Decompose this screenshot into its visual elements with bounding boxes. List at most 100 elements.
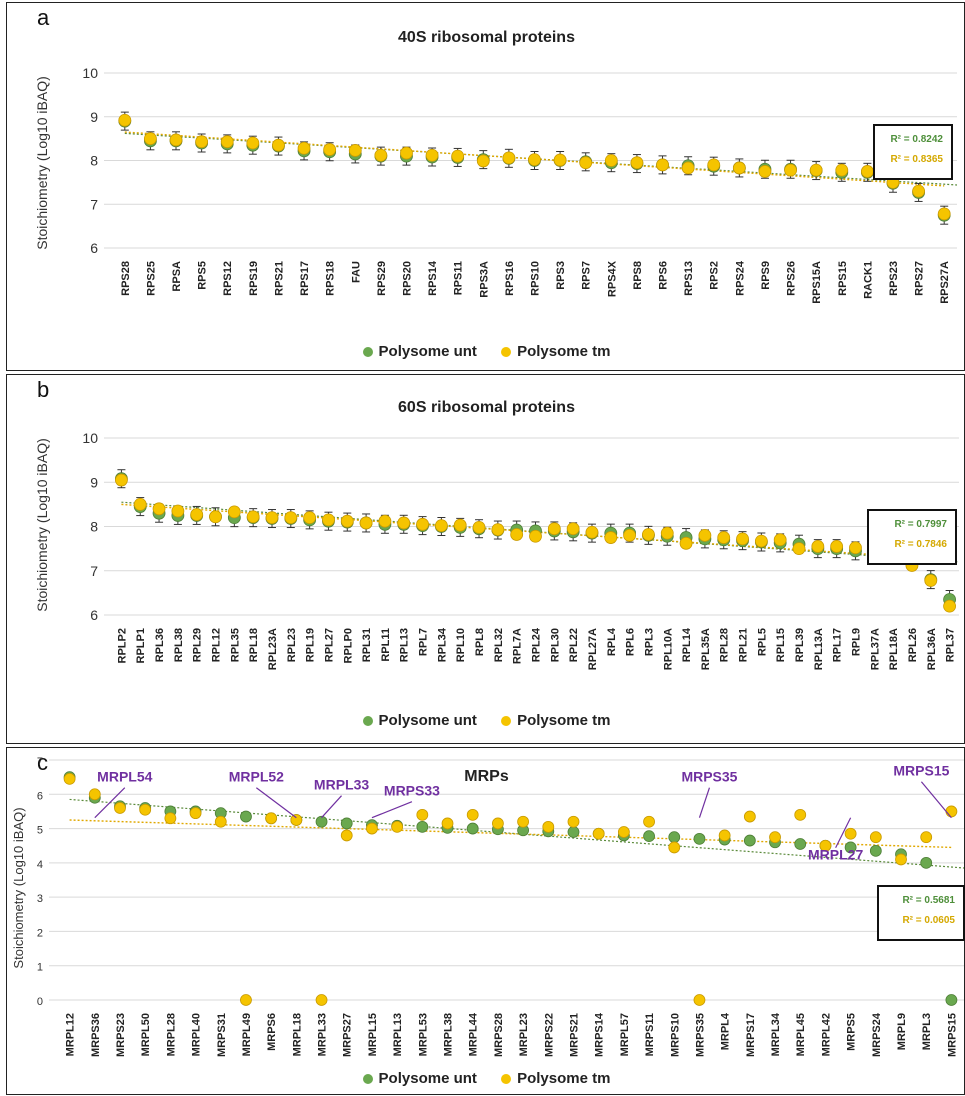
point-tm	[169, 133, 183, 147]
y-tick-label: 7	[90, 196, 98, 212]
x-category-label: MRPL15	[367, 1013, 379, 1056]
point-tm	[139, 803, 152, 816]
point-tm	[434, 519, 448, 533]
legend-unt-marker	[362, 716, 373, 727]
point-tm	[758, 165, 772, 178]
x-category-label: MRPS22	[543, 1013, 555, 1057]
annotation-leader	[255, 787, 297, 819]
point-tm	[510, 528, 524, 541]
point-tm	[945, 805, 958, 818]
point-tm	[830, 540, 844, 553]
panel-letter: b	[37, 377, 50, 402]
point-tm	[133, 497, 147, 511]
panel-letter: c	[37, 750, 48, 775]
y-axis-label: Stoichiometry (Log10 iBAQ)	[34, 76, 50, 250]
point-tm	[529, 529, 542, 543]
x-category-label: RPL38	[173, 628, 185, 662]
x-category-label: RPS3A	[478, 261, 490, 298]
x-category-label: RPS14	[427, 260, 439, 296]
legend-tm: Polysome tm	[501, 1070, 610, 1087]
point-tm	[63, 772, 76, 785]
point-unt	[466, 822, 479, 835]
x-category-label: RPL24	[531, 627, 543, 662]
point-unt	[315, 815, 328, 828]
x-category-label: RPL23	[286, 628, 298, 662]
x-category-label: RPL9	[850, 628, 862, 656]
point-tm	[195, 135, 209, 149]
legend: Polysome unt Polysome tm	[7, 1070, 965, 1087]
x-category-label: RPL13A	[813, 628, 825, 670]
point-tm	[472, 520, 486, 534]
x-category-label: RPS13	[683, 261, 695, 296]
x-category-label: RPL17	[832, 628, 844, 662]
point-tm	[743, 810, 756, 823]
x-category-label: MRPL12	[65, 1013, 77, 1056]
point-unt	[340, 817, 353, 830]
x-category-label: MRPL45	[795, 1013, 807, 1056]
chart-svg-60s: Stoichiometry (Log10 iBAQ) 6 7 8 9 10 RPLP2 RPL…	[34, 430, 960, 670]
point-tm	[453, 518, 467, 532]
y-tick-label: 3	[37, 893, 43, 905]
chart-svg-mrps: Stoichiometry (Log10 iBAQ) 0 1 2 3 4 5 6 7 MRPL12…	[11, 756, 965, 1057]
panel-a-40s: a 40S ribosomal proteins Stoichiometry (…	[6, 2, 965, 371]
y-tick-label: 7	[37, 756, 43, 768]
x-category-label: RPS27A	[939, 261, 951, 304]
x-category-label: MRPS15	[946, 1013, 958, 1057]
point-unt	[240, 810, 252, 823]
x-category-label: MRPS10	[669, 1013, 681, 1057]
x-category-label: MRPL13	[392, 1013, 404, 1056]
y-tick-label: 5	[37, 825, 43, 837]
point-tm	[214, 815, 227, 828]
x-category-label: MRPS31	[216, 1013, 228, 1057]
x-category-label: RPS3	[555, 261, 567, 290]
x-category-label: RPLP2	[116, 628, 128, 663]
trendline-tm	[69, 819, 952, 849]
x-category-label: RPL14	[681, 627, 693, 662]
x-category-label: RPL18	[248, 628, 260, 662]
point-tm	[246, 136, 260, 150]
point-tm	[811, 540, 825, 553]
x-category-label: MRPL9	[896, 1013, 908, 1050]
point-tm	[374, 148, 388, 162]
x-category-label: MRPL42	[820, 1013, 832, 1056]
x-category-label: RPL32	[493, 628, 505, 662]
legend-unt-marker	[362, 347, 373, 358]
point-tm	[416, 808, 429, 821]
x-category-label: RPL39	[794, 628, 806, 662]
x-category-label: MRPS35	[694, 1013, 706, 1057]
trendline-tm	[124, 131, 945, 187]
point-tm	[553, 153, 567, 167]
x-category-label: MRPL28	[165, 1013, 177, 1056]
r2-unt: R² = 0.5681	[902, 895, 955, 906]
point-tm	[502, 151, 516, 165]
point-tm	[679, 536, 693, 550]
y-tick-label: 7	[90, 563, 98, 579]
x-category-label: RPL18A	[888, 628, 900, 670]
x-category-label: RPS23	[888, 261, 900, 296]
x-category-label: MRPL38	[443, 1013, 455, 1056]
r2-box: R² = 0.7997 R² = 0.7846	[867, 509, 957, 565]
x-category-label: FAU	[350, 261, 362, 283]
point-tm	[717, 531, 731, 544]
point-tm	[315, 994, 328, 1006]
point-tm	[323, 143, 337, 156]
point-tm	[698, 528, 712, 542]
x-category-label: RPS10	[530, 261, 542, 296]
point-tm	[773, 533, 787, 547]
annotation-label: MRPL33	[314, 777, 369, 793]
point-tm	[359, 516, 373, 530]
point-tm	[425, 148, 439, 162]
x-category-label: MRPL4	[720, 1012, 732, 1050]
annotation-leader	[698, 787, 711, 818]
x-category-label: RPL27	[323, 628, 335, 662]
y-tick-label: 6	[90, 607, 98, 623]
x-category-label: RPL8	[474, 628, 486, 656]
legend-tm-marker	[501, 716, 512, 727]
point-tm	[547, 522, 561, 536]
panel-c-mrps: c MRPs Stoichiometry (Log10 iBAQ) 0 1 2 3 4 5 6…	[6, 747, 965, 1095]
x-category-label: RPS25	[145, 261, 157, 296]
x-category-label: MRPL23	[518, 1013, 530, 1056]
point-tm	[642, 528, 655, 541]
y-tick-label: 10	[82, 430, 98, 446]
y-axis-label: Stoichiometry (Log10 iBAQ)	[11, 807, 26, 968]
